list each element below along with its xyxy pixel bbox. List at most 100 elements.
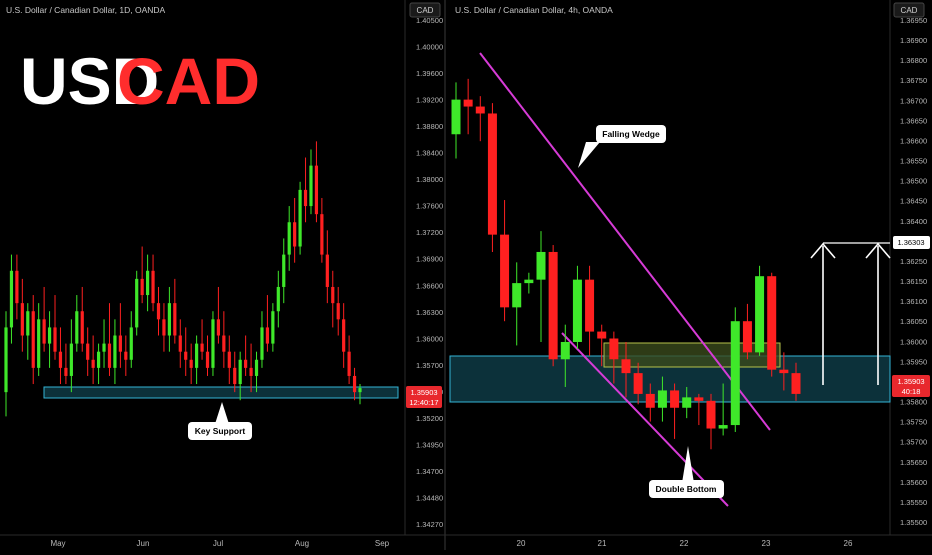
right-price-tick: 1.36700 xyxy=(900,96,927,105)
left-candle-body xyxy=(184,351,188,360)
projection-arrow-1 xyxy=(810,242,836,385)
left-time-tick: Jun xyxy=(137,539,150,548)
left-time-tick: Aug xyxy=(295,539,309,548)
right-candle-body xyxy=(512,283,522,308)
left-candle-body xyxy=(238,359,242,385)
left-price-tick: 1.38400 xyxy=(416,149,443,158)
left-candle-body xyxy=(336,303,340,320)
right-candle-body xyxy=(585,279,595,332)
right-price-tick: 1.35500 xyxy=(900,518,927,527)
left-candle-body xyxy=(342,319,346,352)
left-candle-body xyxy=(325,254,329,287)
target-price: 1.36303 xyxy=(897,238,924,247)
left-price-tick: 1.34700 xyxy=(416,467,443,476)
right-chart-title: U.S. Dollar / Canadian Dollar, 4h, OANDA xyxy=(455,5,613,15)
left-candle-body xyxy=(233,367,237,385)
double-bottom-callout-tail xyxy=(682,446,694,483)
left-candle-body xyxy=(211,319,215,368)
left-candle-body xyxy=(113,335,117,368)
target-price-label: 1.36303 xyxy=(893,236,930,249)
right-candle-body xyxy=(633,373,643,394)
right-price-tick: 1.36550 xyxy=(900,157,927,166)
key-support-callout-tail xyxy=(215,402,229,424)
left-candle-body xyxy=(156,303,161,320)
left-candle-body xyxy=(15,270,19,304)
left-candle-body xyxy=(303,189,308,207)
left-price-tick: 1.36000 xyxy=(416,334,443,343)
right-price-tick: 1.36400 xyxy=(900,217,927,226)
left-candle-body xyxy=(64,367,68,376)
left-candle-body xyxy=(167,303,171,336)
right-candle-body xyxy=(706,400,716,429)
right-candle-body xyxy=(621,359,631,374)
right-candle-body xyxy=(779,369,789,374)
right-candle-body xyxy=(682,397,692,408)
left-candle-body xyxy=(358,388,362,393)
left-candle-body xyxy=(146,270,150,296)
left-candle-body xyxy=(96,351,101,368)
left-candle-body xyxy=(102,343,106,352)
left-candle-body xyxy=(80,311,84,344)
right-last-price: 1.35903 xyxy=(897,377,924,386)
left-candle-body xyxy=(118,335,122,352)
left-price-tick: 1.34480 xyxy=(416,493,443,502)
falling-wedge-callout-tail xyxy=(578,142,600,168)
logo-cad: CAD xyxy=(117,44,260,118)
left-time-tick: Jul xyxy=(213,539,223,548)
right-price-tick: 1.36600 xyxy=(900,136,927,145)
left-candle-body xyxy=(31,311,35,368)
left-candle-body xyxy=(298,189,302,247)
right-currency-badge[interactable]: CAD xyxy=(893,2,925,18)
left-price-tick: 1.34270 xyxy=(416,520,443,529)
right-candle-body xyxy=(609,338,619,360)
left-last-price-label: 1.35903 12:40:17 xyxy=(406,386,442,408)
right-candle-body xyxy=(730,321,740,426)
key-support-callout-box xyxy=(188,422,252,440)
right-time-tick: 21 xyxy=(598,539,607,548)
right-candle-body xyxy=(451,99,461,135)
right-candle-body xyxy=(597,331,607,339)
right-last-price-badge xyxy=(892,375,930,397)
projection-arrow-2 xyxy=(865,242,891,385)
right-countdown: 40:18 xyxy=(902,387,921,396)
left-price-tick: 1.37600 xyxy=(416,202,443,211)
right-candle-body xyxy=(475,106,485,114)
right-candle-body xyxy=(572,279,582,342)
falling-wedge-label: Falling Wedge xyxy=(602,129,660,139)
left-candles xyxy=(4,141,362,417)
left-price-tick: 1.36600 xyxy=(416,281,443,290)
left-candle-body xyxy=(249,367,253,376)
left-currency-badge[interactable]: CAD xyxy=(409,2,441,18)
target-price-badge xyxy=(893,236,930,249)
left-price-tick: 1.36300 xyxy=(416,308,443,317)
right-candle-body xyxy=(560,341,570,360)
left-candle-body xyxy=(47,327,52,344)
left-candle-body xyxy=(254,359,259,376)
projection-arrow-1-head xyxy=(810,242,836,259)
left-candle-body xyxy=(26,311,30,336)
right-time-tick: 20 xyxy=(517,539,526,548)
left-time-tick: Sep xyxy=(375,539,390,548)
usdcad-logo: USD CAD xyxy=(20,44,260,118)
left-candle-body xyxy=(140,278,144,296)
left-price-tick: 1.36900 xyxy=(416,255,443,264)
left-candle-body xyxy=(347,351,351,376)
right-price-tick: 1.36900 xyxy=(900,36,927,45)
left-candle-body xyxy=(91,359,95,368)
right-price-tick: 1.36050 xyxy=(900,317,927,326)
left-price-tick: 1.38000 xyxy=(416,175,443,184)
left-candle-body xyxy=(216,319,220,336)
left-candle-body xyxy=(4,327,8,393)
right-price-tick: 1.35950 xyxy=(900,357,927,366)
left-candle-body xyxy=(42,319,46,344)
right-last-price-label: 1.35903 40:18 xyxy=(892,375,930,397)
left-candle-body xyxy=(244,359,248,368)
left-candle-body xyxy=(227,351,231,368)
left-currency-badge-label: CAD xyxy=(417,6,434,15)
right-candle-body xyxy=(645,393,655,408)
left-price-tick: 1.40000 xyxy=(416,43,443,52)
right-price-tick: 1.35600 xyxy=(900,478,927,487)
right-price-tick: 1.35750 xyxy=(900,418,927,427)
right-candles xyxy=(451,78,801,450)
